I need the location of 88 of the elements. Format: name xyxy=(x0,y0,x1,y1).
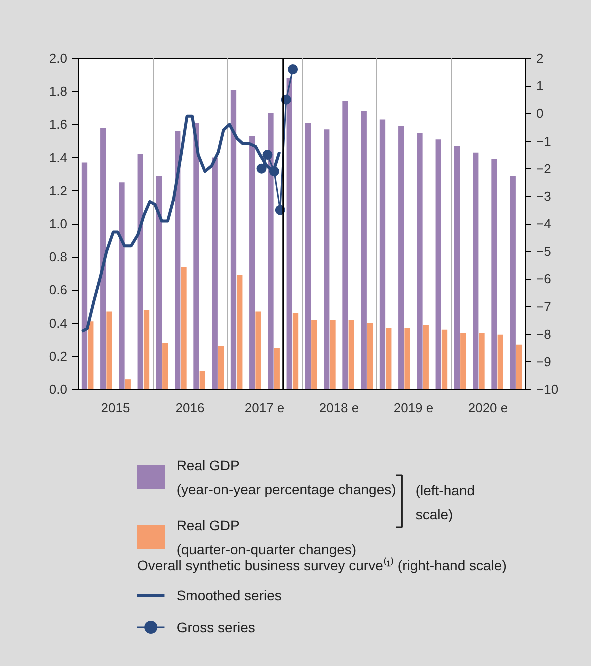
point xyxy=(269,166,280,177)
y-tick-label: 0.2 xyxy=(49,348,68,364)
bar xyxy=(106,312,112,390)
point xyxy=(288,64,298,75)
y2-tick-label: −5 xyxy=(536,244,552,260)
y-tick-label: 0.4 xyxy=(49,316,68,331)
bar xyxy=(138,154,144,390)
bar xyxy=(498,334,504,390)
bar xyxy=(436,140,442,390)
y-tick-label: 1.0 xyxy=(49,216,68,232)
y2-tick-label: 1 xyxy=(536,78,544,94)
bar xyxy=(100,128,106,390)
bar xyxy=(274,348,280,390)
point xyxy=(262,150,273,160)
bar xyxy=(479,333,485,390)
bar xyxy=(454,146,460,390)
bar xyxy=(181,267,187,390)
point xyxy=(256,164,267,174)
bar xyxy=(423,324,429,390)
y2-tick-label: 2 xyxy=(536,51,544,66)
bar xyxy=(250,136,256,390)
bar xyxy=(82,162,88,390)
bar xyxy=(200,371,206,390)
bar xyxy=(386,328,392,390)
bar xyxy=(330,320,336,390)
bar xyxy=(380,120,386,390)
y2-tick-label: −10 xyxy=(536,382,559,397)
y2-tick-label: 0 xyxy=(536,106,544,122)
bar xyxy=(361,111,367,390)
y2-tick-label: −7 xyxy=(536,299,552,314)
y2-tick-label: −1 xyxy=(536,134,552,149)
x-tick-label: 2017 e xyxy=(244,400,285,416)
y-tick-label: 2.0 xyxy=(49,51,68,66)
bar xyxy=(367,323,374,390)
bar xyxy=(286,78,292,390)
bar xyxy=(125,380,131,390)
y2-tick-label: −4 xyxy=(536,216,552,232)
bar xyxy=(175,131,181,390)
y-tick-label: 1.4 xyxy=(49,150,68,166)
text: Overall synthetic business survey curve⁽¹⁾ (right-hand scale) xyxy=(137,558,507,574)
bar xyxy=(230,90,237,390)
legend-label: Real GDP (quarter-on-quarter changes) xyxy=(176,518,357,558)
x-tick-label: 2018 e xyxy=(319,400,360,416)
y-tick-label: 1.2 xyxy=(49,183,68,198)
bar xyxy=(492,159,498,390)
bar xyxy=(305,123,312,390)
legend-label: Real GDP (year-on-year percentage changes) xyxy=(176,458,396,498)
bar xyxy=(212,158,218,390)
bar xyxy=(218,346,224,390)
bar xyxy=(442,330,448,390)
y-tick-label: 0.8 xyxy=(49,250,68,265)
bar xyxy=(348,320,354,390)
bar xyxy=(156,176,162,390)
bar xyxy=(256,312,262,390)
bar xyxy=(144,310,150,390)
bar xyxy=(460,333,466,390)
y-tick-label: 1.6 xyxy=(49,117,68,132)
y-tick-label: 0.6 xyxy=(49,282,68,298)
text: (left-hand scale) xyxy=(416,482,475,522)
bar xyxy=(342,102,348,390)
y2-tick-label: −3 xyxy=(536,188,552,204)
bar xyxy=(516,344,522,390)
bar xyxy=(398,126,404,390)
bar xyxy=(119,182,125,390)
x-tick-label: 2016 xyxy=(176,400,205,416)
y2-tick-label: −9 xyxy=(536,354,552,370)
bar xyxy=(88,322,94,390)
y-tick-label: 1.8 xyxy=(49,84,68,100)
bar xyxy=(473,152,479,390)
legend-label: Gross series xyxy=(176,620,256,636)
bar xyxy=(312,320,318,390)
x-tick-label: 2015 xyxy=(101,400,130,416)
bar xyxy=(162,343,168,390)
bar xyxy=(510,176,516,390)
y2-tick-label: −6 xyxy=(536,272,552,287)
x-tick-label: 2020 e xyxy=(468,400,508,416)
bar xyxy=(292,313,299,390)
y2-tick-label: −8 xyxy=(536,326,552,342)
bar xyxy=(268,113,274,390)
y-tick-label: 0.0 xyxy=(49,382,68,397)
bar xyxy=(417,132,423,390)
bar xyxy=(404,328,410,390)
bar xyxy=(194,123,200,390)
x-tick-label: 2019 e xyxy=(394,400,434,416)
bar xyxy=(237,275,243,390)
bar xyxy=(324,130,330,390)
y2-tick-label: −2 xyxy=(536,161,552,176)
legend-label: Smoothed series xyxy=(176,588,282,604)
